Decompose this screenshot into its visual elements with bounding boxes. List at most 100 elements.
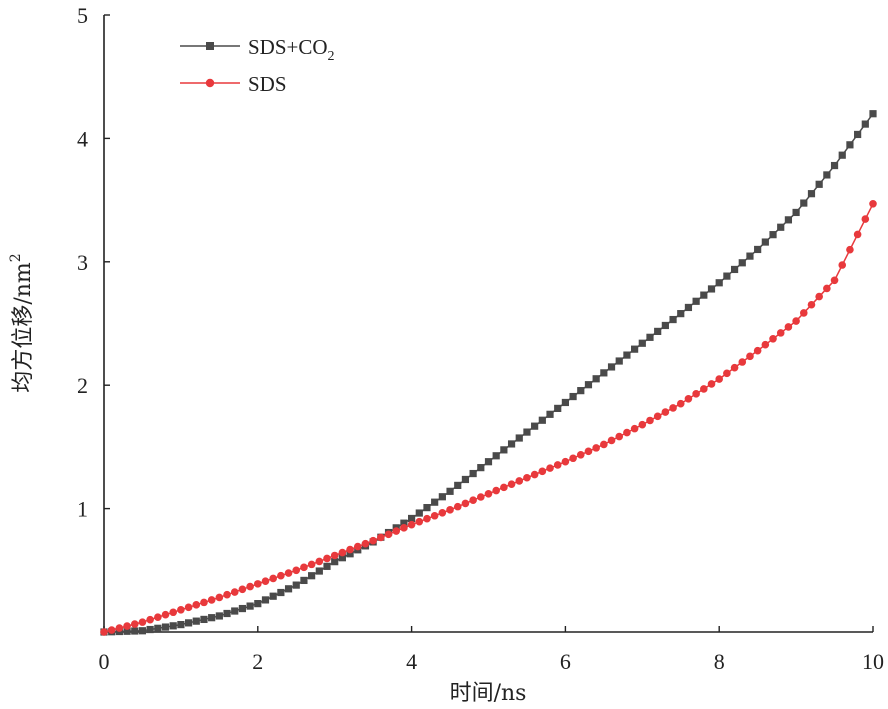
- data-point: [523, 473, 531, 482]
- data-point: [308, 572, 316, 580]
- data-point: [676, 399, 685, 408]
- data-point: [631, 345, 639, 353]
- data-point: [500, 483, 508, 492]
- data-point: [677, 310, 685, 318]
- data-point: [607, 363, 616, 371]
- data-point: [177, 605, 185, 614]
- y-tick-label: 5: [77, 3, 88, 28]
- data-point: [561, 457, 570, 466]
- data-point: [777, 223, 785, 231]
- data-point: [346, 550, 354, 558]
- data-point: [554, 404, 562, 412]
- data-point: [584, 381, 593, 389]
- data-point: [869, 110, 877, 118]
- data-point: [438, 508, 447, 517]
- data-point: [753, 346, 762, 355]
- data-point: [738, 259, 746, 267]
- data-point: [592, 444, 600, 452]
- data-point: [846, 245, 854, 254]
- data-point: [754, 245, 762, 254]
- data-point: [161, 623, 170, 631]
- data-point: [584, 447, 593, 456]
- data-point: [623, 428, 631, 437]
- x-tick-label: 10: [862, 649, 884, 674]
- data-point: [707, 285, 716, 293]
- data-point: [292, 566, 301, 575]
- x-tick-label: 0: [99, 649, 110, 674]
- data-point: [215, 612, 223, 620]
- data-point: [253, 580, 262, 588]
- data-point: [692, 297, 700, 305]
- x-tick-label: 2: [252, 649, 263, 674]
- data-point: [577, 387, 585, 395]
- data-point: [223, 609, 231, 618]
- data-point: [230, 588, 239, 596]
- data-point: [853, 230, 862, 239]
- y-axis-label: 均方位移/nm2: [8, 253, 36, 392]
- data-point: [192, 617, 200, 625]
- data-point: [415, 509, 423, 517]
- data-point: [530, 470, 539, 479]
- data-point: [823, 284, 831, 293]
- series-sds-co2: [100, 110, 877, 636]
- data-point: [576, 450, 585, 459]
- data-point: [653, 412, 662, 421]
- data-point: [515, 477, 524, 485]
- data-point: [300, 576, 308, 585]
- data-point: [469, 469, 477, 478]
- data-point: [300, 563, 308, 572]
- data-point: [231, 607, 239, 615]
- data-point: [646, 416, 654, 425]
- data-point: [854, 130, 862, 139]
- y-tick-label: 2: [77, 373, 88, 398]
- series-sds: [100, 200, 877, 636]
- data-point: [538, 416, 546, 424]
- data-point: [223, 590, 231, 599]
- data-point: [453, 502, 462, 511]
- y-tick-label: 1: [77, 497, 88, 522]
- data-point: [269, 574, 277, 583]
- data-point: [369, 536, 377, 545]
- data-point: [184, 619, 193, 627]
- data-point: [692, 390, 700, 398]
- data-point: [730, 265, 739, 274]
- data-point: [400, 524, 408, 532]
- data-point: [800, 199, 808, 207]
- data-point: [700, 385, 708, 393]
- data-point: [284, 585, 293, 593]
- data-point: [761, 340, 770, 349]
- data-point: [138, 627, 147, 635]
- data-point: [861, 120, 869, 128]
- data-point: [869, 200, 877, 208]
- data-point: [784, 323, 793, 331]
- x-tick-label: 4: [406, 649, 417, 674]
- data-point: [769, 231, 777, 239]
- data-point: [154, 613, 162, 621]
- data-point: [630, 424, 639, 433]
- data-point: [353, 542, 362, 551]
- series-line: [103, 203, 874, 633]
- data-point: [169, 608, 178, 617]
- data-point: [846, 141, 854, 149]
- data-point: [154, 624, 162, 632]
- data-point: [323, 554, 331, 563]
- data-point: [561, 398, 569, 407]
- data-point: [277, 588, 285, 597]
- data-point: [776, 329, 785, 337]
- data-point: [469, 496, 477, 505]
- data-point: [446, 506, 454, 514]
- data-point: [507, 480, 516, 488]
- data-point: [830, 161, 839, 170]
- x-tick-label: 6: [560, 649, 571, 674]
- data-point: [531, 422, 539, 430]
- data-point: [553, 461, 562, 469]
- y-axis-label-group: 均方位移/nm2: [8, 253, 36, 392]
- data-point: [115, 624, 124, 632]
- data-point: [161, 610, 170, 619]
- data-point: [330, 551, 339, 560]
- data-point: [684, 303, 693, 312]
- data-point: [331, 558, 339, 566]
- data-point: [569, 454, 577, 463]
- data-point: [200, 598, 208, 607]
